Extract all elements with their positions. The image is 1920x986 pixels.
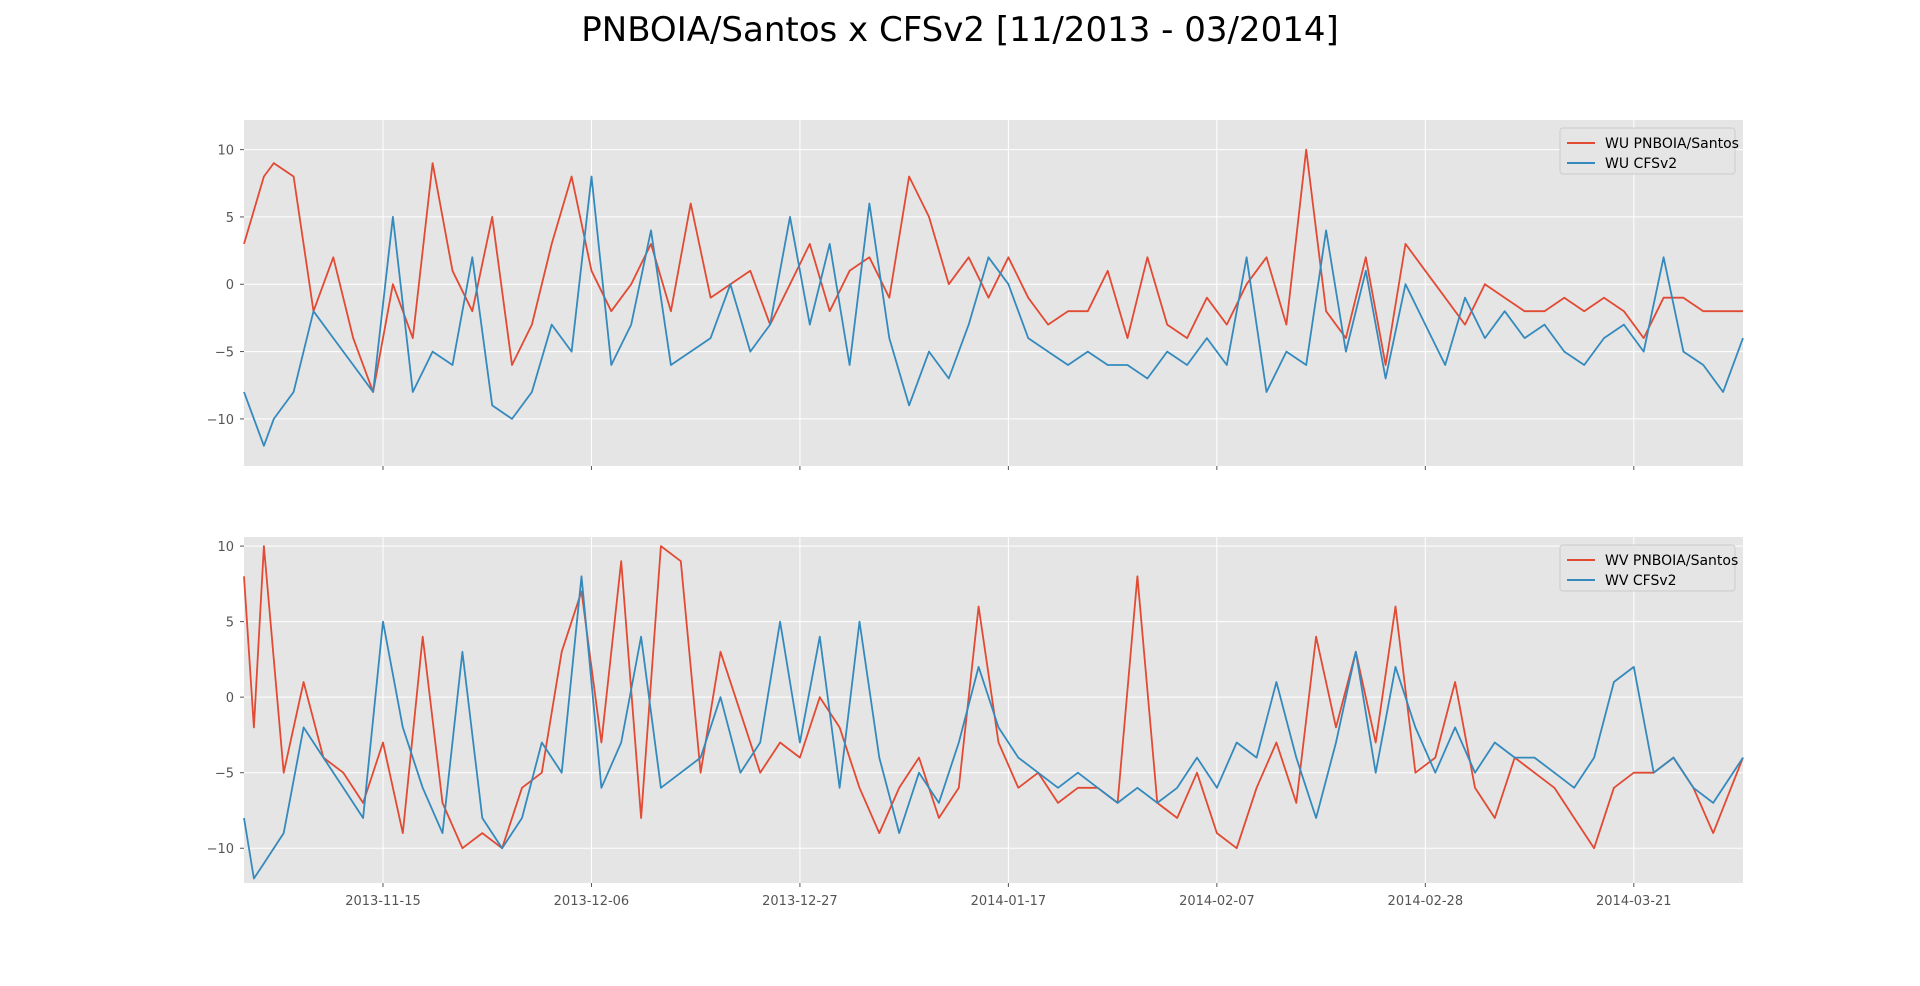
y-tick-label: 0 — [226, 278, 234, 293]
y-tick-label: −5 — [215, 346, 234, 361]
x-tick-label: 2014-02-07 — [1179, 894, 1255, 909]
legend-box — [1559, 127, 1736, 175]
legend: WU PNBOIA/Santos WU CFSv2 — [1559, 127, 1739, 175]
figure-title: PNBOIA/Santos x CFSv2 [11/2013 - 03/2014… — [581, 10, 1339, 50]
y-tick-label: 10 — [217, 540, 234, 555]
x-tick-label: 2013-12-06 — [554, 894, 630, 909]
y-tick-label: −10 — [207, 842, 234, 857]
series-line-wv-pnboia-santos — [243, 545, 1744, 850]
x-tick-label: 2014-03-21 — [1596, 894, 1672, 909]
y-tick-label: 10 — [217, 144, 234, 159]
plot-background — [244, 120, 1743, 466]
series-line-wv-cfsv2 — [243, 575, 1744, 880]
x-tick-label: 2013-11-15 — [345, 894, 421, 909]
top-panel-wu: 10 5 0 −5 −10 WU PNBOIA/Santos WU CFSv2 — [207, 120, 1744, 470]
series-line-wu-cfsv2 — [243, 175, 1744, 447]
y-tick-label: −10 — [207, 413, 234, 428]
legend: WV PNBOIA/Santos WV CFSv2 — [1559, 544, 1738, 592]
legend-label: WU PNBOIA/Santos — [1605, 136, 1739, 152]
x-tick-label: 2014-02-28 — [1388, 894, 1464, 909]
legend-label: WV PNBOIA/Santos — [1605, 553, 1738, 569]
x-tick-label: 2014-01-17 — [971, 894, 1047, 909]
y-tick-label: 5 — [226, 211, 234, 226]
y-tick-label: 5 — [226, 616, 234, 631]
series-line-wu-pnboia-santos — [243, 148, 1743, 393]
legend-box — [1559, 544, 1736, 592]
legend-label: WV CFSv2 — [1605, 573, 1677, 589]
bottom-panel-wv: 10 5 0 −5 −10 2013-11-15 2013-12-06 2013-12-27 2… — [207, 537, 1744, 909]
y-tick-label: −5 — [215, 767, 234, 782]
x-tick-label: 2013-12-27 — [762, 894, 838, 909]
legend-label: WU CFSv2 — [1605, 156, 1677, 172]
y-tick-label: 0 — [226, 691, 234, 706]
